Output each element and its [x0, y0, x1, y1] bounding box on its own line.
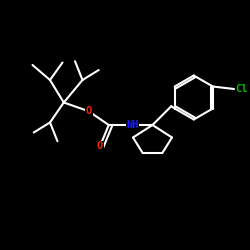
- Text: NH: NH: [126, 120, 139, 130]
- Text: O: O: [97, 141, 103, 151]
- Text: Cl: Cl: [235, 84, 248, 94]
- Text: O: O: [86, 106, 92, 116]
